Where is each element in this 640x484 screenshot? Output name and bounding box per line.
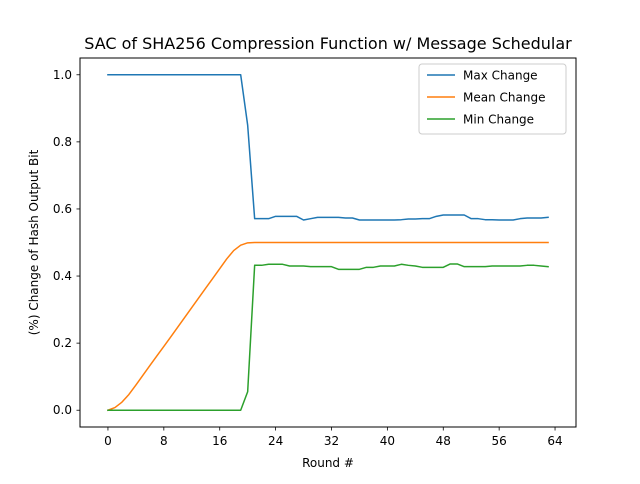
- x-tick-label: 0: [104, 434, 112, 448]
- series-line-min-change: [107, 263, 549, 411]
- x-tick-label: 8: [160, 434, 168, 448]
- legend-box: [418, 63, 567, 135]
- x-tick-label: 56: [492, 434, 507, 448]
- y-tick-label: 0.2: [53, 336, 72, 350]
- y-axis-label: (%) Change of Hash Output Bit: [27, 149, 41, 335]
- y-tick-label: 0.4: [53, 269, 72, 283]
- y-tick-label: 0.6: [53, 202, 72, 216]
- x-tick-label: 64: [547, 434, 562, 448]
- y-tick-label: 0.0: [53, 403, 72, 417]
- series-line-mean-change: [106, 241, 549, 412]
- y-tick-label: 0.8: [53, 135, 72, 149]
- legend-label: Max Change: [463, 69, 538, 83]
- legend: Max Change Mean Change Min Change: [418, 63, 567, 135]
- x-tick-label: 24: [268, 434, 283, 448]
- x-tick-label: 40: [380, 434, 395, 448]
- legend-label: Mean Change: [463, 91, 545, 105]
- legend-label: Min Change: [463, 113, 534, 127]
- plot-area-frame: [79, 57, 577, 428]
- plot-lines: [106, 74, 549, 412]
- chart-title: SAC of SHA256 Compression Function w/ Me…: [84, 34, 572, 53]
- x-axis-label: Round #: [302, 456, 354, 470]
- series-line-max-change: [107, 74, 549, 221]
- x-tick-label: 32: [324, 434, 339, 448]
- x-tick-label: 48: [436, 434, 451, 448]
- y-tick-label: 1.0: [53, 68, 72, 82]
- y-axis: 0.0 0.2 0.4 0.6 0.8 1.0: [53, 68, 80, 417]
- x-axis: 0 8 16 24 32 40 48 56 64: [104, 427, 563, 448]
- x-tick-label: 16: [212, 434, 227, 448]
